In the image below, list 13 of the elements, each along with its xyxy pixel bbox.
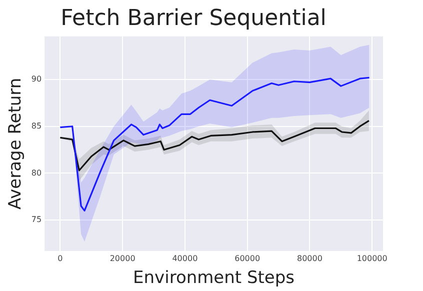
y-tick-label: 90 bbox=[31, 74, 42, 84]
chart-title: Fetch Barrier Sequential bbox=[60, 6, 326, 31]
x-tick-label: 80000 bbox=[296, 254, 322, 263]
y-tick-label: 75 bbox=[31, 215, 42, 224]
x-tick-label: 0 bbox=[58, 254, 63, 263]
y-tick-label: 80 bbox=[31, 168, 42, 178]
x-tick-label: 20000 bbox=[110, 254, 136, 263]
x-tick-label: 60000 bbox=[234, 254, 260, 263]
x-axis-title: Environment Steps bbox=[133, 268, 295, 288]
x-tick-label: 40000 bbox=[172, 254, 198, 263]
y-axis-title: Average Return bbox=[6, 78, 26, 210]
x-tick-label: 100000 bbox=[356, 254, 388, 263]
y-tick-label: 85 bbox=[31, 121, 42, 130]
